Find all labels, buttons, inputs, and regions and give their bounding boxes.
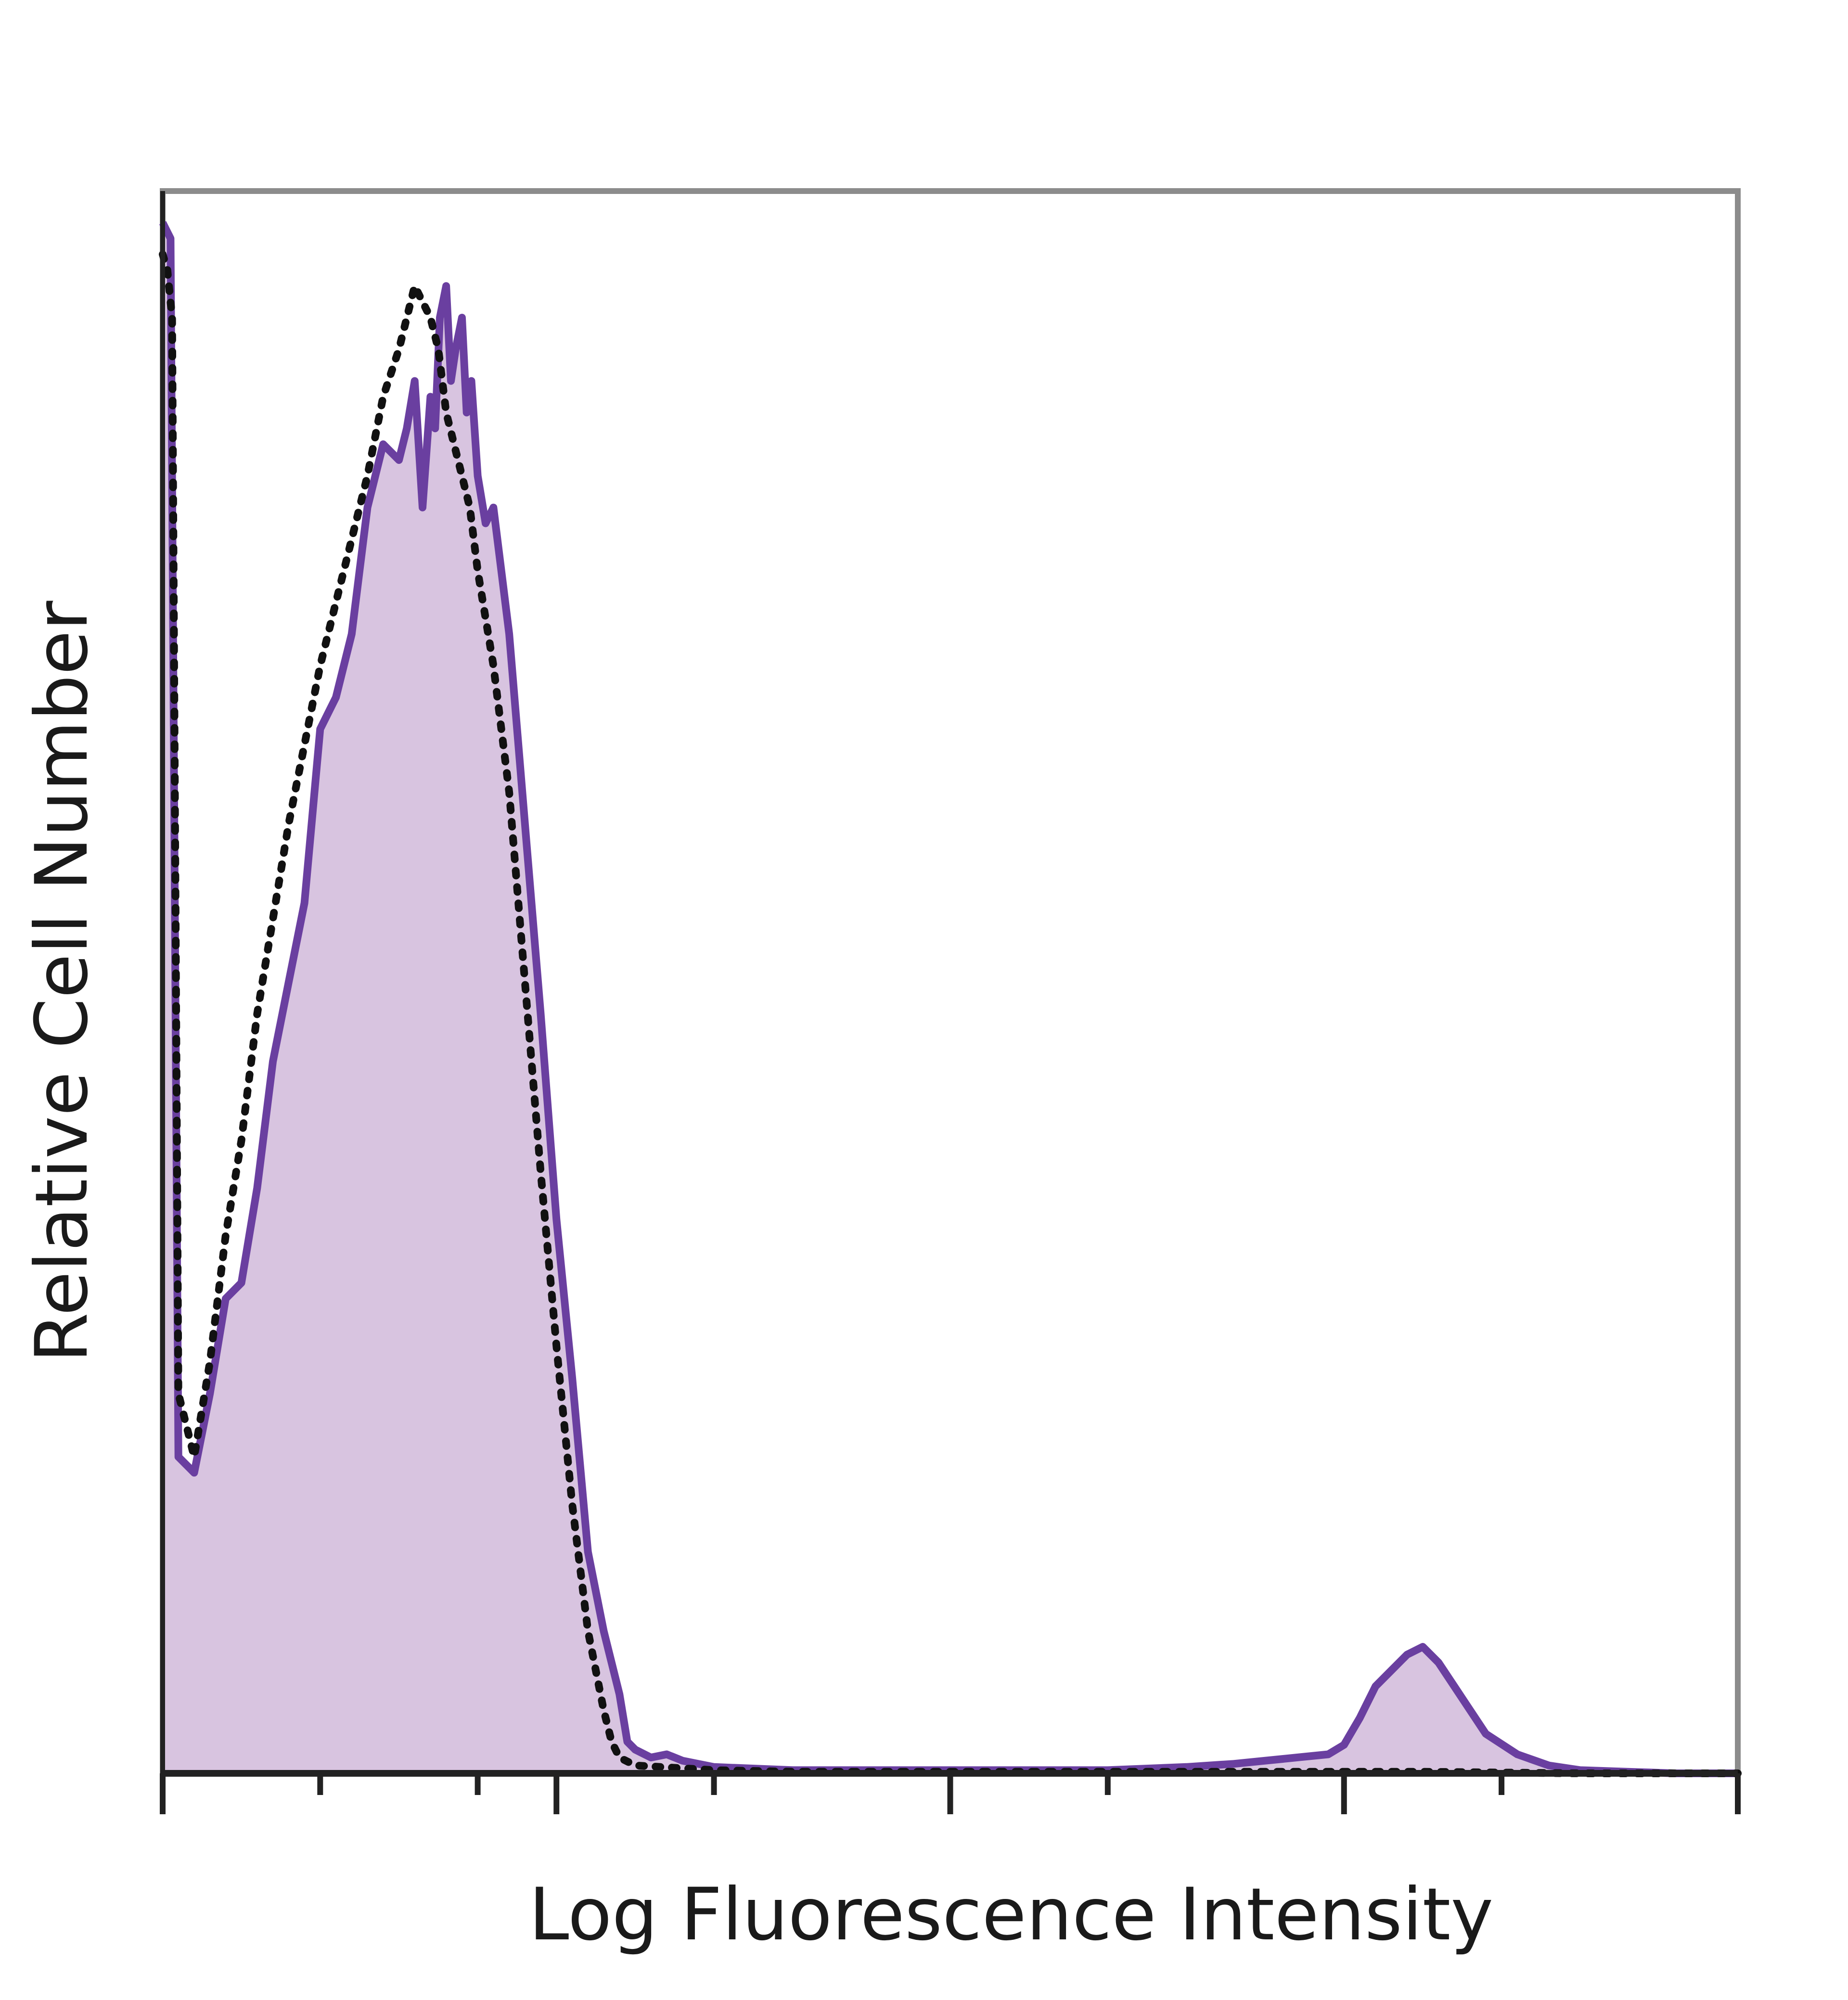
y-axis-title: Relative Cell Number <box>20 601 104 1363</box>
filled-series-line <box>159 221 1738 1777</box>
series-layer <box>159 221 1742 1777</box>
filled-series-area <box>163 222 1738 1773</box>
dotted-series-line <box>159 250 1742 1777</box>
x-axis-title: Log Fluorescence Intensity <box>529 1873 1493 1957</box>
x-axis-ticks <box>160 1773 1741 1814</box>
